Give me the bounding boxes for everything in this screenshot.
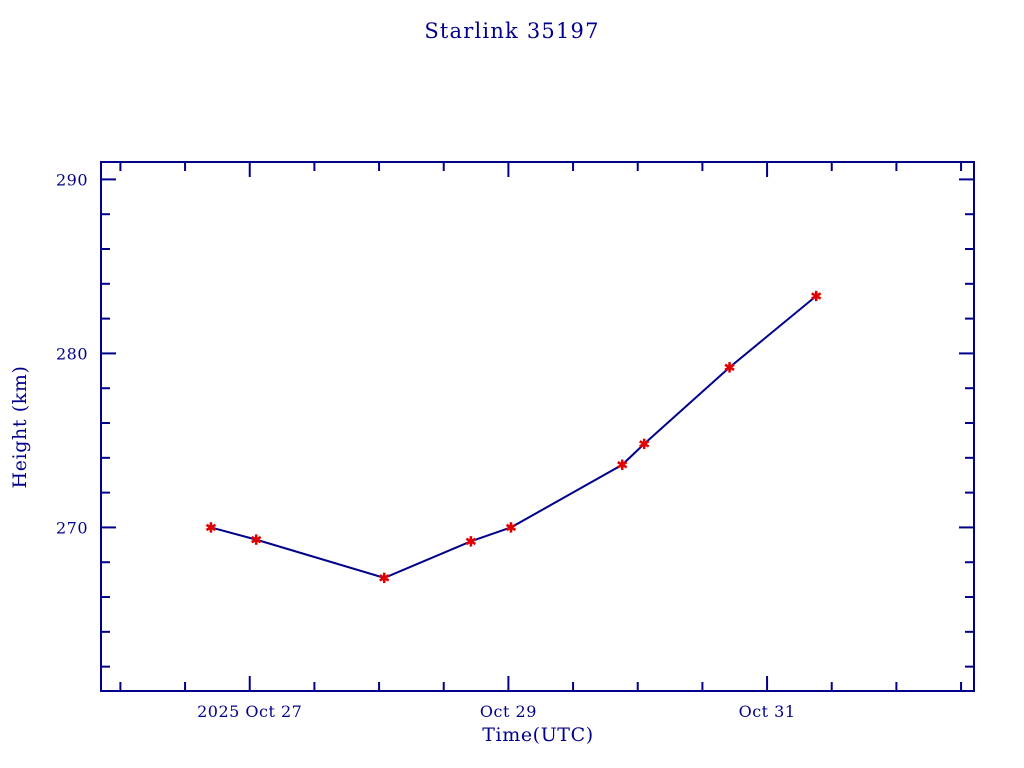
data-point-marker <box>251 534 262 545</box>
x-axis-tick-labels: 2025 Oct 27 Oct 29 Oct 31 <box>197 702 795 721</box>
y-tick-label: 280 <box>56 344 88 363</box>
data-point-marker <box>639 438 650 450</box>
x-axis-title: Time(UTC) <box>482 724 593 746</box>
y-tick-label: 290 <box>56 170 88 189</box>
x-tick-label: Oct 29 <box>480 702 537 721</box>
height-series-line <box>210 295 817 579</box>
chart-title: Starlink 35197 <box>424 19 599 43</box>
data-point-marker <box>811 290 822 302</box>
data-point-marker <box>379 572 390 584</box>
data-point-marker <box>205 522 217 533</box>
data-point-marker <box>724 362 735 373</box>
y-axis-title: Height (km) <box>9 366 31 489</box>
data-point-marker <box>465 536 477 547</box>
height-series-markers <box>205 290 822 584</box>
y-tick-label: 270 <box>56 518 88 537</box>
plot-frame <box>100 161 975 692</box>
x-tick-label: Oct 31 <box>739 702 796 721</box>
data-point-marker <box>505 522 517 533</box>
x-tick-label: 2025 Oct 27 <box>197 702 302 721</box>
x-axis-ticks <box>119 162 963 691</box>
y-axis-ticks <box>101 178 974 668</box>
data-point-marker <box>617 459 628 470</box>
y-axis-tick-labels: 270 280 290 <box>56 170 88 537</box>
